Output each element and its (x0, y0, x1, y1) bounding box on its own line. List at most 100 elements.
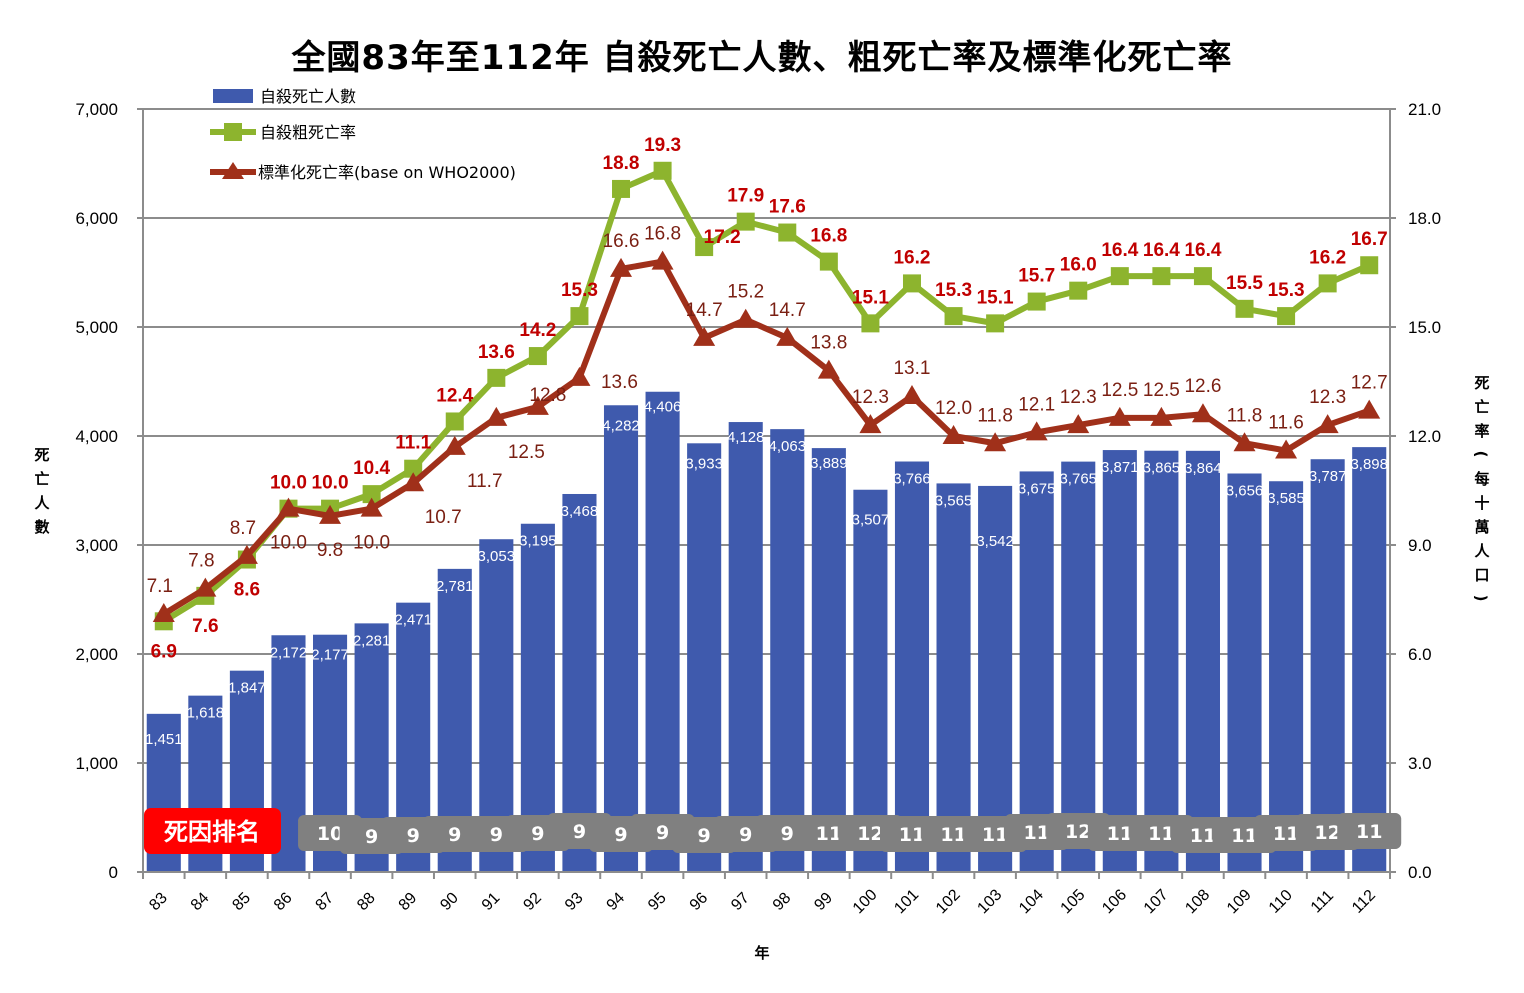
crude-rate-marker-92 (528, 347, 547, 366)
standardized-rate-marker-100 (859, 414, 882, 434)
standardized-rate-label: 13.1 (893, 358, 930, 379)
standardized-rate-marker-89 (402, 472, 425, 492)
left-axis-title-char: 死 (34, 446, 49, 464)
bar-value-label: 3,766 (893, 471, 931, 488)
death-cause-rank-value: 9 (448, 824, 461, 846)
right-axis-title-char: ) (1472, 595, 1490, 602)
death-cause-rank-value: 9 (656, 822, 669, 844)
crude-rate-label: 16.4 (1143, 240, 1180, 261)
x-tick-label: 108 (1182, 886, 1213, 917)
bar-value-label: 4,063 (769, 438, 807, 455)
gridlines (143, 108, 1390, 764)
crude-rate-marker-106 (1110, 267, 1129, 286)
bar-value-label: 4,406 (644, 399, 682, 416)
crude-rate-label: 16.2 (1309, 247, 1346, 268)
crude-rate-marker-111 (1318, 274, 1337, 293)
x-tick-label: 106 (1099, 886, 1130, 917)
standardized-rate-label: 11.8 (1227, 405, 1263, 426)
crude-rate-marker-98 (778, 223, 797, 242)
lines-layer (152, 161, 1381, 631)
standardized-rate-marker-94 (610, 257, 633, 277)
x-tick-label: 101 (891, 886, 922, 917)
legend-swatch-deaths (213, 89, 253, 103)
left-axis-title-char: 亡 (34, 470, 49, 488)
left-tick-label: 2,000 (75, 645, 118, 664)
x-tick-label: 103 (974, 886, 1005, 917)
crude-rate-marker-97 (736, 212, 755, 231)
standardized-rate-label: 14.7 (769, 300, 806, 321)
bar-value-label: 2,172 (270, 644, 308, 661)
legend-label-deaths: 自殺死亡人數 (260, 87, 356, 106)
standardized-rate-label: 14.7 (686, 300, 723, 321)
standardized-rate-label: 12.8 (529, 385, 566, 406)
x-tick-label: 95 (645, 889, 670, 914)
standardized-rate-label: 16.6 (603, 231, 640, 252)
standardized-rate-marker-98 (776, 326, 799, 346)
standardized-rate-marker-97 (734, 308, 757, 328)
bar-102 (936, 483, 971, 872)
crude-rate-label: 10.0 (270, 473, 307, 494)
right-tick-label: 6.0 (1408, 645, 1432, 664)
standardized-rate-marker-104 (1025, 421, 1048, 441)
bar-value-label: 3,468 (561, 503, 599, 520)
standardized-rate-label: 7.8 (188, 551, 214, 572)
x-tick-label: 87 (313, 889, 338, 914)
death-cause-rank-value: 9 (490, 824, 503, 846)
x-tick-label: 104 (1016, 886, 1047, 917)
x-tick-label: 99 (811, 889, 836, 914)
crude-rate-label: 16.4 (1101, 240, 1138, 261)
crude-rate-marker-100 (861, 314, 880, 333)
right-axis-title-char: 人 (1474, 542, 1490, 560)
bar-value-label: 3,053 (478, 548, 516, 565)
death-cause-rank-value: 11 (1148, 823, 1174, 845)
death-cause-rank-value: 11 (1190, 825, 1216, 847)
standardized-rate-label: 15.2 (727, 282, 764, 303)
bar-110 (1269, 481, 1304, 872)
crude-rate-label: 16.8 (810, 226, 847, 247)
crude-rate-label: 15.1 (852, 287, 889, 308)
standardized-rate-marker-83 (152, 603, 175, 623)
crude-rate-marker-99 (819, 252, 838, 271)
bar-104 (1019, 471, 1054, 872)
crude-rate-marker-95 (653, 161, 672, 180)
standardized-rate-marker-106 (1108, 406, 1131, 426)
bar-101 (894, 461, 930, 872)
bar-value-label: 3,871 (1101, 459, 1139, 476)
crude-rate-marker-94 (612, 179, 631, 198)
crude-rate-marker-108 (1193, 267, 1212, 286)
left-axis-title-char: 人 (34, 494, 50, 512)
bar-value-label: 2,471 (394, 612, 432, 629)
bar-109 (1227, 473, 1262, 872)
death-cause-rank-title: 死因排名 (164, 818, 260, 846)
crude-rate-label: 16.7 (1351, 229, 1388, 250)
x-tick-label: 107 (1141, 886, 1172, 917)
right-axis-title-char: 十 (1474, 494, 1489, 512)
bar-92 (520, 523, 555, 872)
standardized-rate-label: 8.7 (230, 518, 256, 539)
x-tick-label: 102 (933, 886, 964, 917)
right-tick-label: 15.0 (1408, 318, 1441, 337)
x-tick-label: 84 (188, 889, 213, 914)
crude-rate-label: 15.5 (1226, 273, 1263, 294)
death-cause-rank-value: 11 (940, 824, 966, 846)
crude-rate-label: 6.9 (151, 641, 177, 662)
right-axis-title-char: 萬 (1474, 518, 1489, 536)
bar-value-label: 1,618 (187, 705, 225, 722)
bar-value-label: 1,451 (145, 731, 183, 748)
standardized-rate-label: 13.6 (601, 372, 638, 393)
left-axis-title-char: 數 (34, 518, 49, 536)
death-cause-rank-value: 11 (816, 823, 842, 845)
death-cause-rank-value: 11 (899, 824, 925, 846)
standardized-rate-marker-96 (693, 326, 716, 346)
bar-value-label: 3,585 (1267, 490, 1305, 507)
bar-value-label: 3,933 (685, 455, 723, 472)
rank-layer: 死因排名 10 9 9 9 9 9 9 9 9 9 9 9 11 12 11 11 11 11 12 11 11 11 11 1… (144, 808, 1402, 854)
crude-rate-marker-105 (1069, 281, 1088, 300)
death-cause-rank-value: 9 (614, 824, 627, 846)
standardized-rate-marker-110 (1275, 439, 1298, 459)
bar-98 (770, 429, 805, 872)
crude-rate-label: 19.3 (644, 135, 681, 156)
right-tick-label: 18.0 (1408, 209, 1441, 228)
